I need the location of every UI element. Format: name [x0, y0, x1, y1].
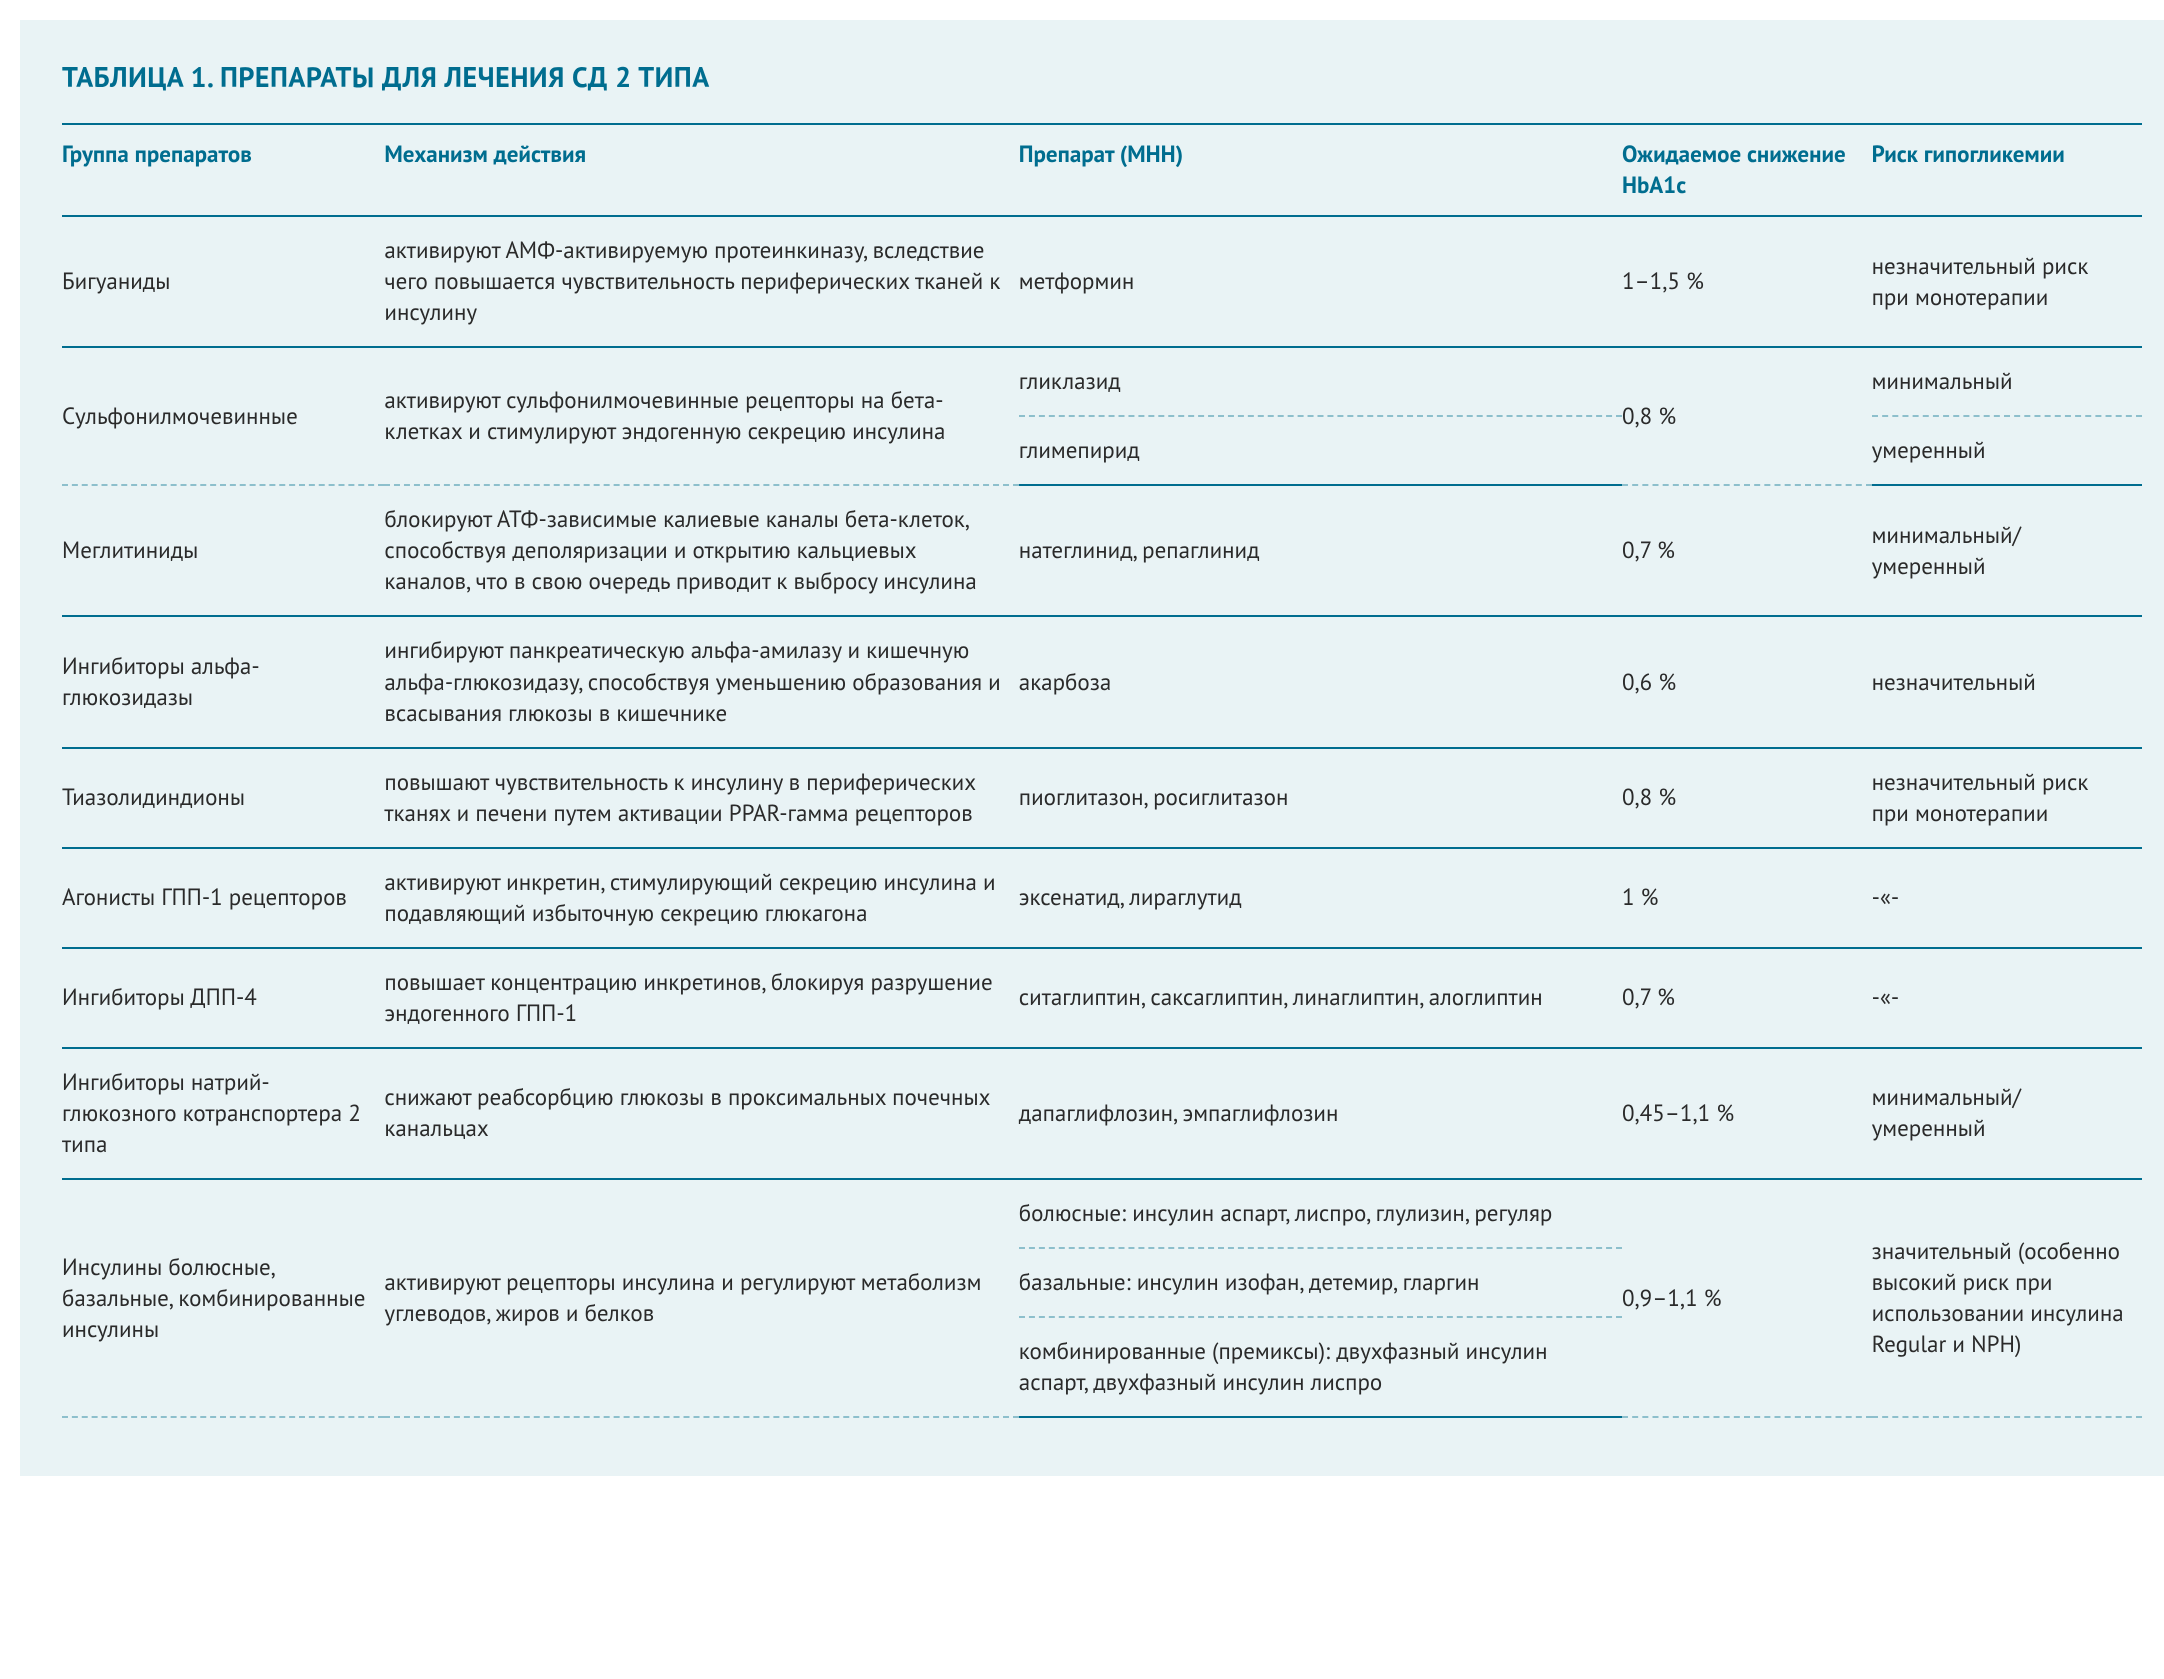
- cell-drug: натеглинид, репаглинид: [1019, 485, 1622, 616]
- table-row: Меглитиниды блокируют АТФ-зависимые кали…: [62, 485, 2142, 616]
- table-row: Ингибиторы альфа-глюкозидазы ингибируют …: [62, 616, 2142, 747]
- cell-group: Бигуаниды: [62, 216, 384, 347]
- cell-drug: акарбоза: [1019, 616, 1622, 747]
- cell-drug: гликлазид: [1019, 347, 1622, 416]
- table-title: ТАБЛИЦА 1. ПРЕПАРАТЫ ДЛЯ ЛЕЧЕНИЯ СД 2 ТИ…: [62, 58, 2142, 95]
- cell-mech: повышает концентрацию инкретинов, блокир…: [384, 948, 1018, 1048]
- cell-risk: незначительный риск при монотерапии: [1872, 216, 2142, 347]
- cell-drug: глимепирид: [1019, 416, 1622, 485]
- cell-drug: дапаглифлозин, эмпаглифлозин: [1019, 1048, 1622, 1179]
- table-row: Тиазолидиндионы повышают чувствительност…: [62, 748, 2142, 848]
- cell-hba1c: 0,7 %: [1622, 485, 1872, 616]
- cell-drug: болюсные: инсулин аспарт, лиспро, глулиз…: [1019, 1179, 1622, 1248]
- col-header-mech: Механизм действия: [384, 124, 1018, 216]
- table-header-row: Группа препаратов Механизм действия Преп…: [62, 124, 2142, 216]
- col-header-risk: Риск гипогликемии: [1872, 124, 2142, 216]
- cell-group: Тиазолидиндионы: [62, 748, 384, 848]
- cell-hba1c: 0,8 %: [1622, 748, 1872, 848]
- cell-group: Ингибиторы натрий-глюкозного котранспорт…: [62, 1048, 384, 1179]
- cell-group: Сульфонилмоче­винные: [62, 347, 384, 485]
- cell-group: Меглитиниды: [62, 485, 384, 616]
- cell-mech: повышают чувствительность к инсулину в п…: [384, 748, 1018, 848]
- cell-mech: активируют инкретин, стимулирующий секре…: [384, 848, 1018, 948]
- cell-drug: базальные: инсулин изофан, детемир, глар…: [1019, 1248, 1622, 1317]
- cell-hba1c: 1 %: [1622, 848, 1872, 948]
- table-row: Сульфонилмоче­винные активируют сульфони…: [62, 347, 2142, 416]
- cell-risk: -«-: [1872, 848, 2142, 948]
- cell-drug: метформин: [1019, 216, 1622, 347]
- cell-risk: незначительный риск при монотерапии: [1872, 748, 2142, 848]
- cell-group: Агонисты ГПП-1 рецепторов: [62, 848, 384, 948]
- cell-hba1c: 0,45–1,1 %: [1622, 1048, 1872, 1179]
- table-row: Ингибиторы ДПП-4 повышает концентрацию и…: [62, 948, 2142, 1048]
- cell-group: Инсулины болюс­ные, базальные, комбиниро…: [62, 1179, 384, 1417]
- cell-drug: комбинированные (премиксы): двухфазный и…: [1019, 1317, 1622, 1417]
- table-row: Бигуаниды активируют АМФ-активируемую пр…: [62, 216, 2142, 347]
- cell-mech: активируют сульфонилмочевинные рецепторы…: [384, 347, 1018, 485]
- cell-risk: -«-: [1872, 948, 2142, 1048]
- col-header-group: Группа препаратов: [62, 124, 384, 216]
- cell-hba1c: 0,8 %: [1622, 347, 1872, 485]
- col-header-drug: Препарат (МНН): [1019, 124, 1622, 216]
- table-panel: ТАБЛИЦА 1. ПРЕПАРАТЫ ДЛЯ ЛЕЧЕНИЯ СД 2 ТИ…: [20, 20, 2164, 1476]
- col-header-hba1c: Ожидаемое сни­жение HbA1c: [1622, 124, 1872, 216]
- cell-hba1c: 1–1,5 %: [1622, 216, 1872, 347]
- cell-mech: ингибируют панкреатическую альфа-амилазу…: [384, 616, 1018, 747]
- cell-risk: умеренный: [1872, 416, 2142, 485]
- cell-risk: минимальный/умеренный: [1872, 485, 2142, 616]
- table-row: Агонисты ГПП-1 рецепторов активируют инк…: [62, 848, 2142, 948]
- cell-drug: ситаглиптин, саксаглиптин, линаглиптин, …: [1019, 948, 1622, 1048]
- cell-risk: незначительный: [1872, 616, 2142, 747]
- cell-hba1c: 0,9–1,1 %: [1622, 1179, 1872, 1417]
- cell-hba1c: 0,6 %: [1622, 616, 1872, 747]
- cell-risk: минимальный: [1872, 347, 2142, 416]
- cell-group: Ингибиторы ДПП-4: [62, 948, 384, 1048]
- cell-mech: активируют АМФ-активируемую протеинкиназ…: [384, 216, 1018, 347]
- cell-risk: минимальный/умеренный: [1872, 1048, 2142, 1179]
- cell-drug: эксенатид, лираглутид: [1019, 848, 1622, 948]
- cell-mech: снижают реабсорбцию глюкозы в проксималь…: [384, 1048, 1018, 1179]
- cell-group: Ингибиторы альфа-глюкозидазы: [62, 616, 384, 747]
- cell-mech: блокируют АТФ-зависимые калиевые каналы …: [384, 485, 1018, 616]
- table-row: Ингибиторы натрий-глюкозного котранспорт…: [62, 1048, 2142, 1179]
- drugs-table: Группа препаратов Механизм действия Преп…: [62, 123, 2142, 1418]
- table-row: Инсулины болюс­ные, базальные, комбиниро…: [62, 1179, 2142, 1248]
- cell-mech: активируют рецепторы инсулина и регулиру…: [384, 1179, 1018, 1417]
- cell-drug: пиоглитазон, росиглитазон: [1019, 748, 1622, 848]
- cell-hba1c: 0,7 %: [1622, 948, 1872, 1048]
- cell-risk: значительный (особенно высокий риск при …: [1872, 1179, 2142, 1417]
